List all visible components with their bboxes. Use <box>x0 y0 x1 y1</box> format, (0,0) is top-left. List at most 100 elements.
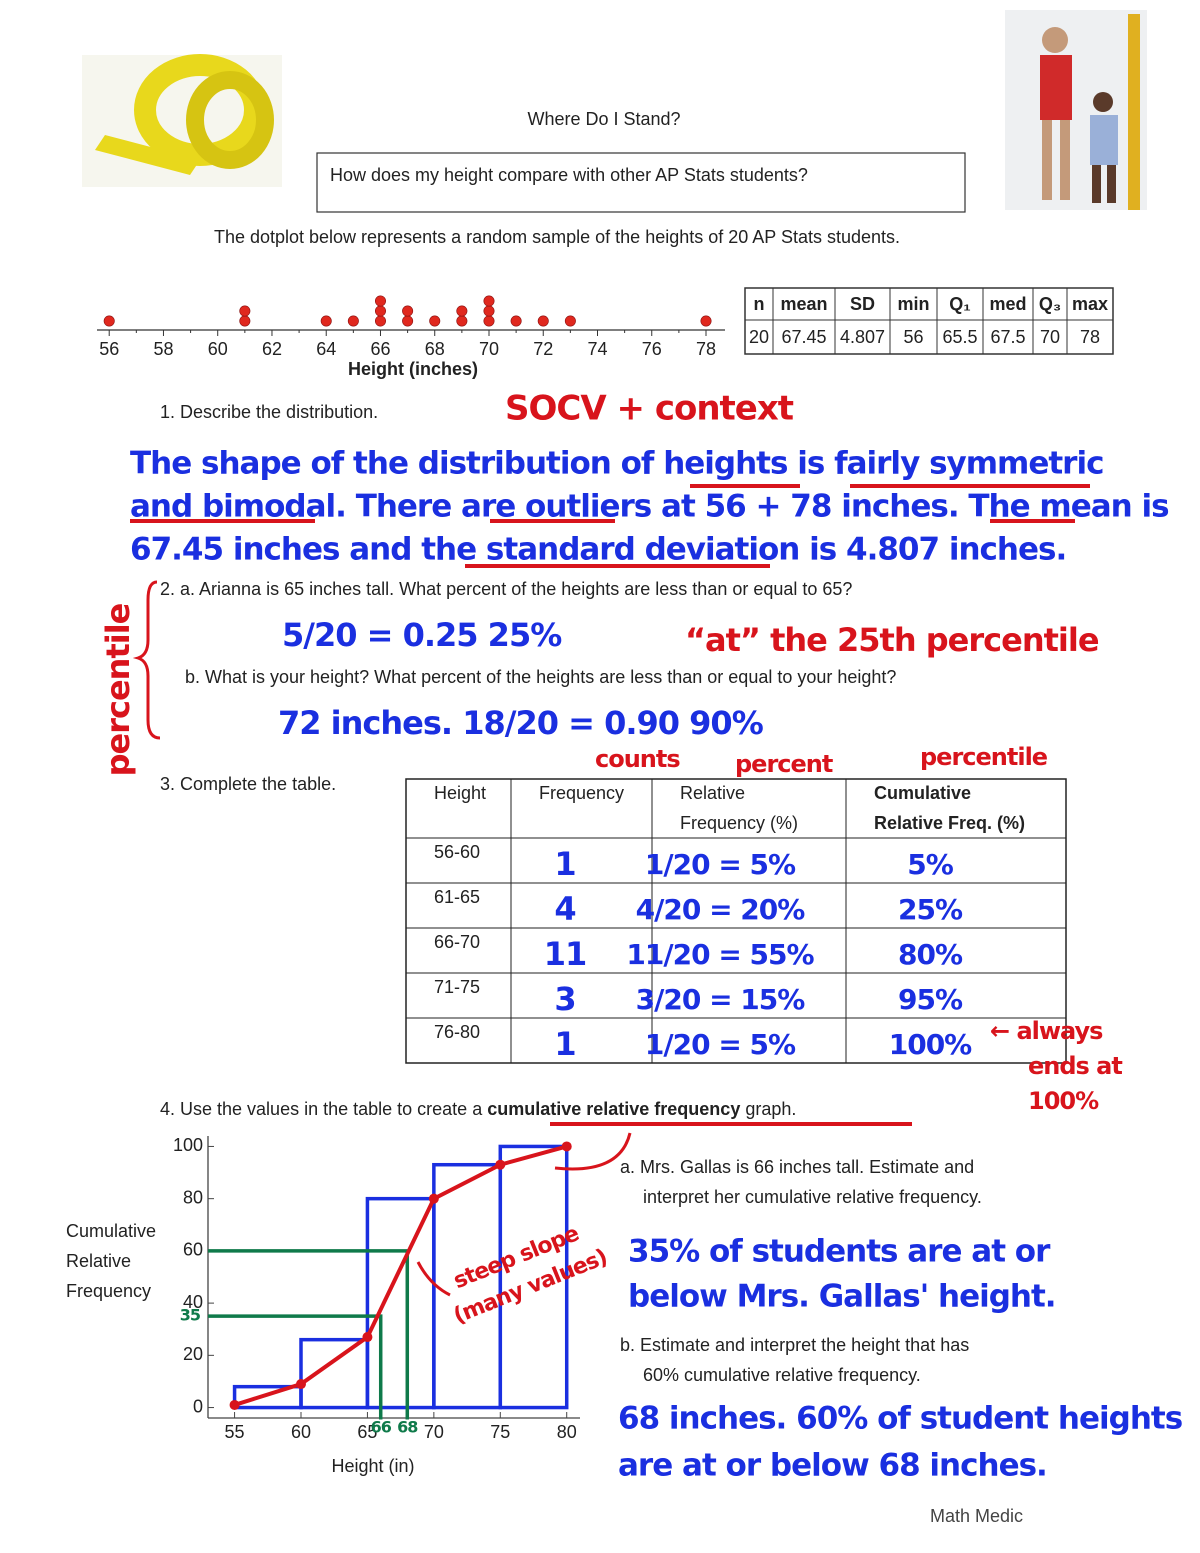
brace <box>132 580 161 740</box>
table-header: Relative Freq. (%) <box>874 813 1025 833</box>
x-tick-label: 75 <box>490 1422 510 1442</box>
dot <box>402 305 414 317</box>
intro: The dotplot below represents a random sa… <box>214 227 900 247</box>
dot <box>429 315 441 327</box>
cumulative-line <box>233 1144 568 1407</box>
tape-end <box>95 135 200 175</box>
player-head <box>1042 27 1068 53</box>
annotation: ends at <box>1028 1052 1122 1080</box>
y-tick-label: 0 <box>193 1396 203 1416</box>
logo: Math Medic <box>930 1506 1023 1526</box>
handwritten-cell: 1/20 = 5% <box>645 848 796 881</box>
annotation: percentile <box>920 743 1048 771</box>
dot <box>402 315 414 327</box>
x-tick-label: 70 <box>479 339 499 359</box>
handwritten-answer: The shape of the distribution of heights… <box>130 446 1103 482</box>
dot <box>347 315 359 327</box>
handwritten-answer: are at or below 68 inches. <box>618 1448 1047 1484</box>
handwritten-answer: 5/20 = 0.25 25% <box>282 616 562 654</box>
cumulative-point <box>428 1193 439 1204</box>
cumulative-point <box>495 1159 506 1170</box>
question: 1. Describe the distribution. <box>160 402 378 422</box>
guide-label: 68 <box>397 1418 418 1437</box>
player-leg <box>1107 165 1116 203</box>
dot <box>700 315 712 327</box>
bar <box>498 1144 569 1410</box>
frequency-table-border <box>405 778 1067 1064</box>
tape-measure-image <box>82 54 282 187</box>
guiding-question: How does my height compare with other AP… <box>330 165 808 185</box>
side-annotation: percentile <box>99 603 137 776</box>
cumulative-point <box>561 1141 572 1152</box>
y-tick-label: 80 <box>183 1187 203 1207</box>
x-tick-label: 76 <box>642 339 662 359</box>
dot <box>374 295 386 307</box>
player-leg <box>1092 165 1101 203</box>
question: 60% cumulative relative frequency. <box>643 1365 921 1385</box>
table-header: Cumulative <box>874 783 971 803</box>
player-jersey <box>1040 55 1072 120</box>
dot <box>374 315 386 327</box>
handwritten-cell: 3/20 = 15% <box>636 983 806 1016</box>
table-cell: 4.807 <box>840 327 885 347</box>
player-jersey <box>1090 115 1118 165</box>
handwritten-cell: 25% <box>898 893 963 926</box>
x-tick-label: 60 <box>291 1422 311 1442</box>
dot <box>320 315 332 327</box>
question: interpret her cumulative relative freque… <box>643 1187 982 1207</box>
x-tick-label: 64 <box>316 339 336 359</box>
handwritten-cell: 1/20 = 5% <box>645 1028 796 1061</box>
table-cell: 67.45 <box>781 327 826 347</box>
table-cell: 70 <box>1040 327 1060 347</box>
table-header: med <box>989 294 1026 314</box>
question: 3. Complete the table. <box>160 774 336 794</box>
table-header: max <box>1072 294 1108 314</box>
guide-line <box>208 1314 383 1420</box>
x-tick-label: 80 <box>557 1422 577 1442</box>
dot <box>564 315 576 327</box>
handwritten-cell: 1 <box>554 845 575 883</box>
y-tick-label: 60 <box>183 1240 203 1260</box>
annotation: ← always <box>990 1017 1103 1045</box>
handwritten-cell: 3 <box>554 980 575 1018</box>
player-leg <box>1060 120 1070 200</box>
handwritten-answer: below Mrs. Gallas' height. <box>628 1279 1056 1315</box>
y-tick-label: 20 <box>183 1344 203 1364</box>
player-leg <box>1042 120 1052 200</box>
table-cell: 56 <box>903 327 923 347</box>
dot <box>483 305 495 317</box>
dot <box>103 315 115 327</box>
title: Where Do I Stand? <box>527 109 680 129</box>
player-head <box>1093 92 1113 112</box>
x-axis-label: Height (inches) <box>348 359 478 379</box>
handwritten-cell: 4/20 = 20% <box>636 893 806 926</box>
handwritten-cell: 100% <box>889 1028 972 1061</box>
annotation: “at” the 25th percentile <box>685 621 1099 659</box>
handwritten-cell: 11/20 = 55% <box>626 938 814 971</box>
table-cell: 76-80 <box>434 1022 480 1042</box>
question-box <box>316 152 966 213</box>
annotation: SOCV + context <box>505 389 794 429</box>
x-tick-label: 60 <box>208 339 228 359</box>
question-part: graph. <box>745 1099 796 1119</box>
table-header: mean <box>780 294 827 314</box>
table-cell: 67.5 <box>990 327 1025 347</box>
cumulative-point <box>362 1332 373 1343</box>
table-header: min <box>897 294 929 314</box>
guide-label: 66 <box>371 1418 392 1437</box>
height-ruler <box>1128 14 1140 210</box>
table-header: n <box>754 294 765 314</box>
y-tick-label: 40 <box>183 1292 203 1312</box>
table-header: Height <box>434 783 486 803</box>
table-cell: 65.5 <box>942 327 977 347</box>
table-header: Relative <box>680 783 745 803</box>
x-tick-label: 72 <box>533 339 553 359</box>
x-tick-label: 78 <box>696 339 716 359</box>
dot <box>483 295 495 307</box>
handwritten-answer: 68 inches. 60% of student heights <box>618 1401 1182 1437</box>
dot <box>510 315 522 327</box>
summary-table-border <box>744 287 1114 355</box>
question: a. Mrs. Gallas is 66 inches tall. Estima… <box>620 1157 974 1177</box>
x-tick-label: 74 <box>587 339 607 359</box>
